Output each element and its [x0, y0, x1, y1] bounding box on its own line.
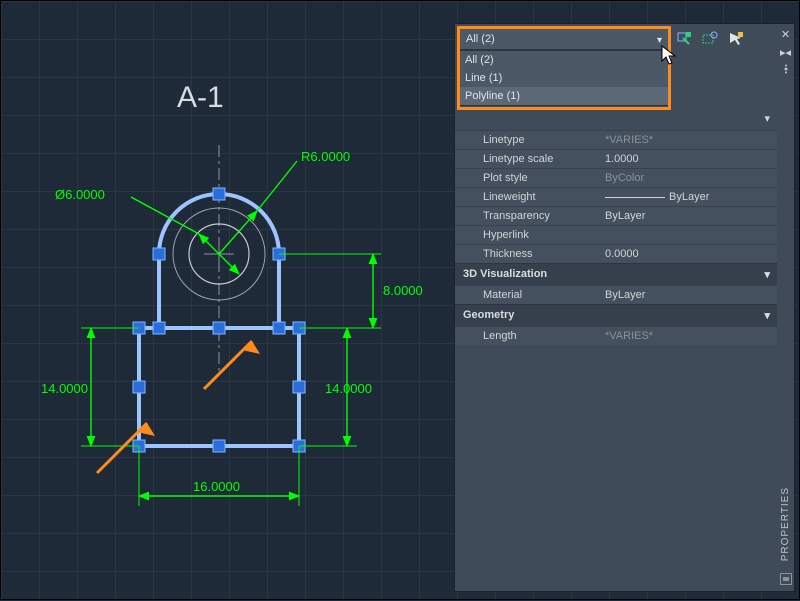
dim-16-bottom: 16.0000: [139, 446, 299, 506]
property-label: Linetype: [455, 134, 605, 146]
chevron-down-icon: ▾: [764, 309, 770, 322]
annotation-arrow-1: [204, 341, 260, 389]
property-label: Length: [455, 330, 605, 342]
property-row[interactable]: Linetype scale1.0000: [455, 149, 778, 168]
property-row[interactable]: Thickness0.0000: [455, 244, 778, 263]
property-value[interactable]: 0.0000: [605, 248, 778, 260]
property-label: Hyperlink: [455, 229, 605, 241]
section-3d-visualization[interactable]: 3D Visualization▾: [455, 263, 778, 285]
property-value[interactable]: ByLayer: [605, 191, 778, 203]
selection-type-list: All (2) Line (1) Polyline (1): [458, 50, 670, 106]
property-label: Linetype scale: [455, 153, 605, 165]
dim-14-left: 14.0000: [41, 328, 139, 446]
dropdown-option[interactable]: Line (1): [459, 69, 669, 87]
property-row[interactable]: Hyperlink: [455, 225, 778, 244]
property-row[interactable]: MaterialByLayer: [455, 285, 778, 304]
palette-dock-strip: ✕ ▸◂ PROPERTIES: [777, 23, 795, 592]
pickadd-icon[interactable]: [725, 28, 747, 50]
svg-text:8.0000: 8.0000: [383, 283, 423, 298]
dropdown-option[interactable]: All (2): [459, 51, 669, 69]
property-label: Material: [455, 289, 605, 301]
selection-type-value: All (2): [466, 33, 495, 45]
property-row[interactable]: Plot styleByColor: [455, 168, 778, 187]
menu-icon[interactable]: [780, 64, 792, 76]
properties-panel: All (2) All (2) Line (1) Polyline (1) ▾ …: [454, 23, 779, 592]
dropdown-option[interactable]: Polyline (1): [459, 87, 669, 105]
dim-diameter-text: Ø6.0000: [55, 187, 105, 202]
dim-8: 8.0000: [279, 254, 423, 328]
property-label: Lineweight: [455, 191, 605, 203]
select-similar-icon[interactable]: [699, 28, 721, 50]
property-row[interactable]: LineweightByLayer: [455, 187, 778, 206]
property-row[interactable]: TransparencyByLayer: [455, 206, 778, 225]
quick-select-icon[interactable]: [673, 28, 695, 50]
palette-indicator-icon[interactable]: [780, 573, 792, 585]
property-row[interactable]: Linetype*VARIES*: [455, 130, 778, 149]
section-collapse-icon[interactable]: ▾: [764, 113, 770, 125]
selection-type-dropdown[interactable]: All (2): [459, 28, 669, 50]
svg-text:14.0000: 14.0000: [41, 381, 88, 396]
property-label: Thickness: [455, 248, 605, 260]
chevron-down-icon: ▾: [764, 268, 770, 281]
dim-radius-text: R6.0000: [301, 149, 350, 164]
property-row[interactable]: Length*VARIES*: [455, 326, 778, 345]
dim-radius-leader: [219, 211, 257, 254]
property-label: Transparency: [455, 210, 605, 222]
property-value[interactable]: ByLayer: [605, 210, 778, 222]
property-value[interactable]: *VARIES*: [605, 330, 778, 342]
close-icon[interactable]: ✕: [780, 28, 792, 40]
autohide-icon[interactable]: ▸◂: [780, 46, 792, 58]
svg-text:16.0000: 16.0000: [193, 479, 240, 494]
svg-text:14.0000: 14.0000: [325, 381, 372, 396]
property-value[interactable]: ByColor: [605, 172, 778, 184]
palette-title: PROPERTIES: [780, 487, 791, 561]
property-value[interactable]: 1.0000: [605, 153, 778, 165]
section-geometry[interactable]: Geometry▾: [455, 304, 778, 326]
property-value[interactable]: ByLayer: [605, 289, 778, 301]
property-value[interactable]: *VARIES*: [605, 134, 778, 146]
property-label: Plot style: [455, 172, 605, 184]
dim-14-right: 14.0000: [299, 328, 372, 446]
